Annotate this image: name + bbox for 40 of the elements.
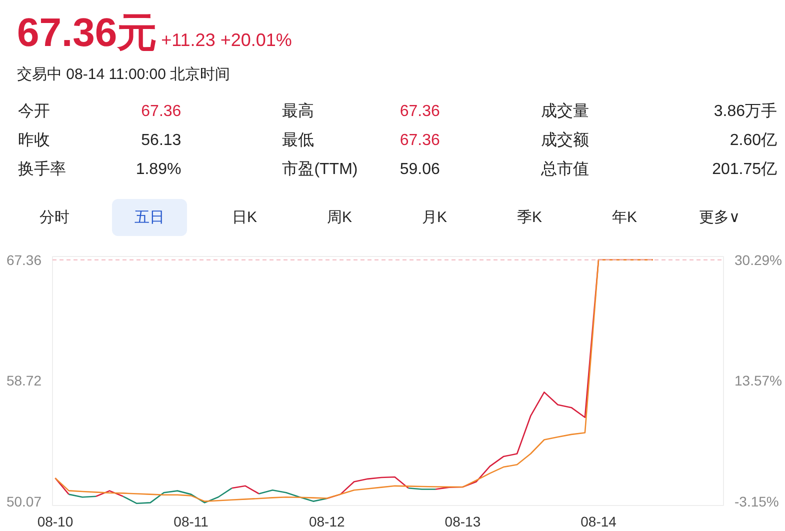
chart-title: 67.36元 [17,11,158,55]
text: 昨收 [17,130,51,151]
text: 分时 [38,208,70,228]
text: 总市值 [540,160,590,180]
text: 成交量 [540,102,590,122]
text: 今开 [17,102,51,122]
text: 最高 [281,102,316,122]
text: 五日 [112,198,187,236]
text: 日K [230,208,258,228]
text: 67.36 [398,102,441,122]
text: 换手率 [17,160,67,180]
x-tick-label: 08-10 [37,514,74,530]
text: 年K [610,208,638,228]
y-tick-label: 67.36 [6,252,42,268]
y2-tick-label: -3.15% [734,494,779,510]
y2-tick-label: 30.29% [734,252,782,268]
text: 周K [326,208,353,228]
x-tick-label: 08-14 [580,514,617,530]
x-tick-label: 08-12 [308,514,345,530]
text: 67.36 [140,102,182,122]
text: 更多∨ [698,208,741,228]
text: 56.13 [140,130,182,151]
text: 最低 [281,130,316,151]
y-tick-label: 58.72 [6,372,42,389]
x-tick-label: 08-11 [174,514,209,530]
text: 67.36 [398,130,441,151]
text: 月K [420,208,448,228]
text: 季K [516,208,543,228]
text: 201.75亿 [711,160,777,180]
chart-subtitle: +11.23 +20.01% [161,30,292,50]
text: 市盈(TTM) [281,160,359,180]
text: 3.86万手 [712,102,777,122]
text: 成交额 [540,130,590,151]
text: 59.06 [398,160,441,180]
x-tick-label: 08-13 [444,514,481,530]
text: 交易中 08-14 11:00:00 北京时间 [17,65,232,86]
y2-tick-label: 13.57% [734,372,782,389]
text: 1.89% [134,160,182,180]
y-tick-label: 50.07 [6,494,42,510]
text: 2.60亿 [728,130,777,151]
